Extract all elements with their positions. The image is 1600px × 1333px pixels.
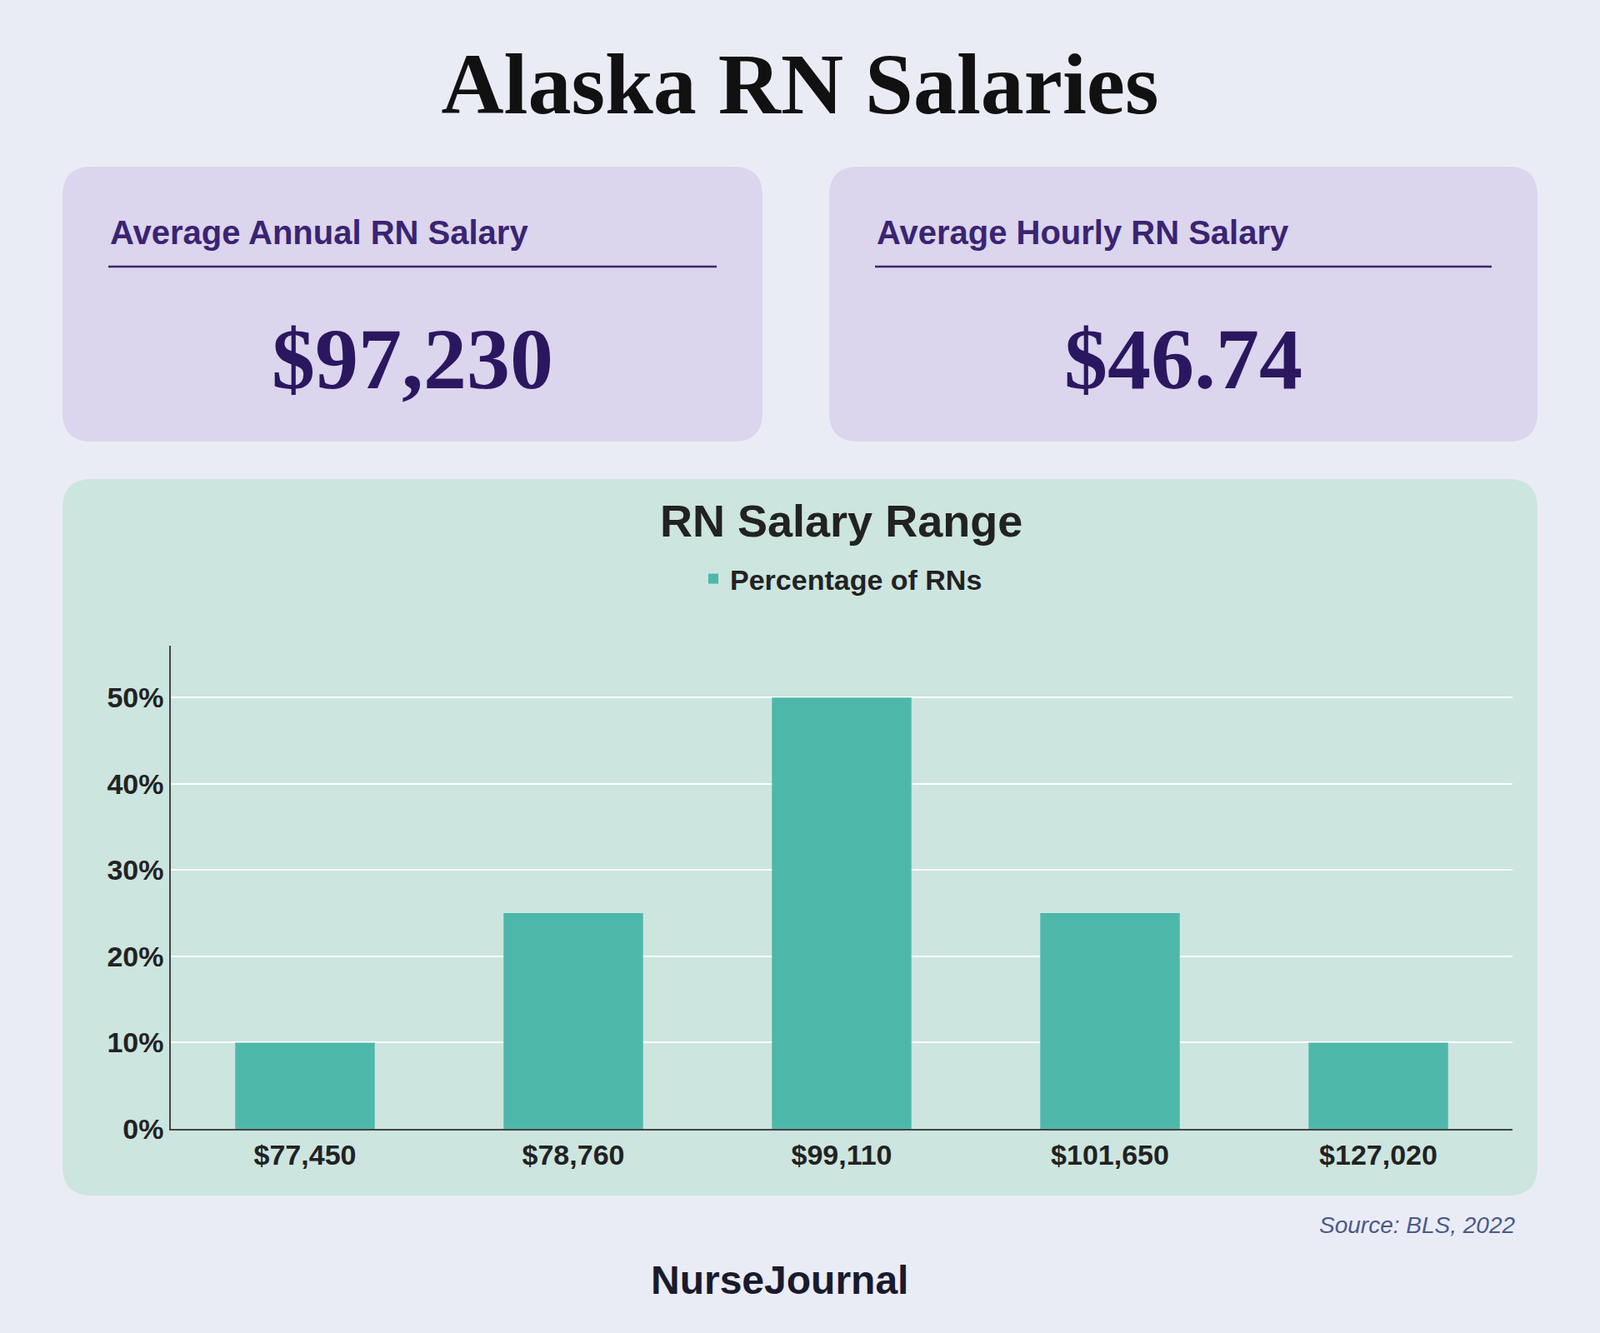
svg-text:50%: 50% [106, 681, 164, 714]
svg-text:10%: 10% [106, 1026, 164, 1059]
svg-text:RN Salary Range: RN Salary Range [660, 495, 1023, 546]
svg-text:Average Hourly RN Salary: Average Hourly RN Salary [876, 214, 1290, 251]
svg-text:Alaska RN Salaries: Alaska RN Salaries [441, 35, 1160, 132]
svg-text:Percentage of RNs: Percentage of RNs [730, 564, 982, 596]
svg-text:20%: 20% [106, 940, 164, 973]
svg-text:40%: 40% [106, 768, 164, 800]
svg-text:$127,020: $127,020 [1319, 1139, 1438, 1171]
svg-text:$99,110: $99,110 [790, 1139, 892, 1171]
svg-text:NurseJournal: NurseJournal [650, 1258, 909, 1303]
svg-text:0%: 0% [122, 1113, 164, 1145]
svg-text:$101,650: $101,650 [1050, 1139, 1170, 1171]
svg-text:30%: 30% [106, 854, 164, 886]
svg-text:Average Annual RN Salary: Average Annual RN Salary [110, 214, 529, 251]
svg-text:$78,760: $78,760 [522, 1139, 625, 1171]
svg-text:$46.74: $46.74 [1064, 310, 1303, 407]
svg-text:Source: BLS, 2022: Source: BLS, 2022 [1319, 1212, 1515, 1239]
svg-text:$77,450: $77,450 [254, 1139, 357, 1171]
svg-text:$97,230: $97,230 [271, 310, 554, 407]
